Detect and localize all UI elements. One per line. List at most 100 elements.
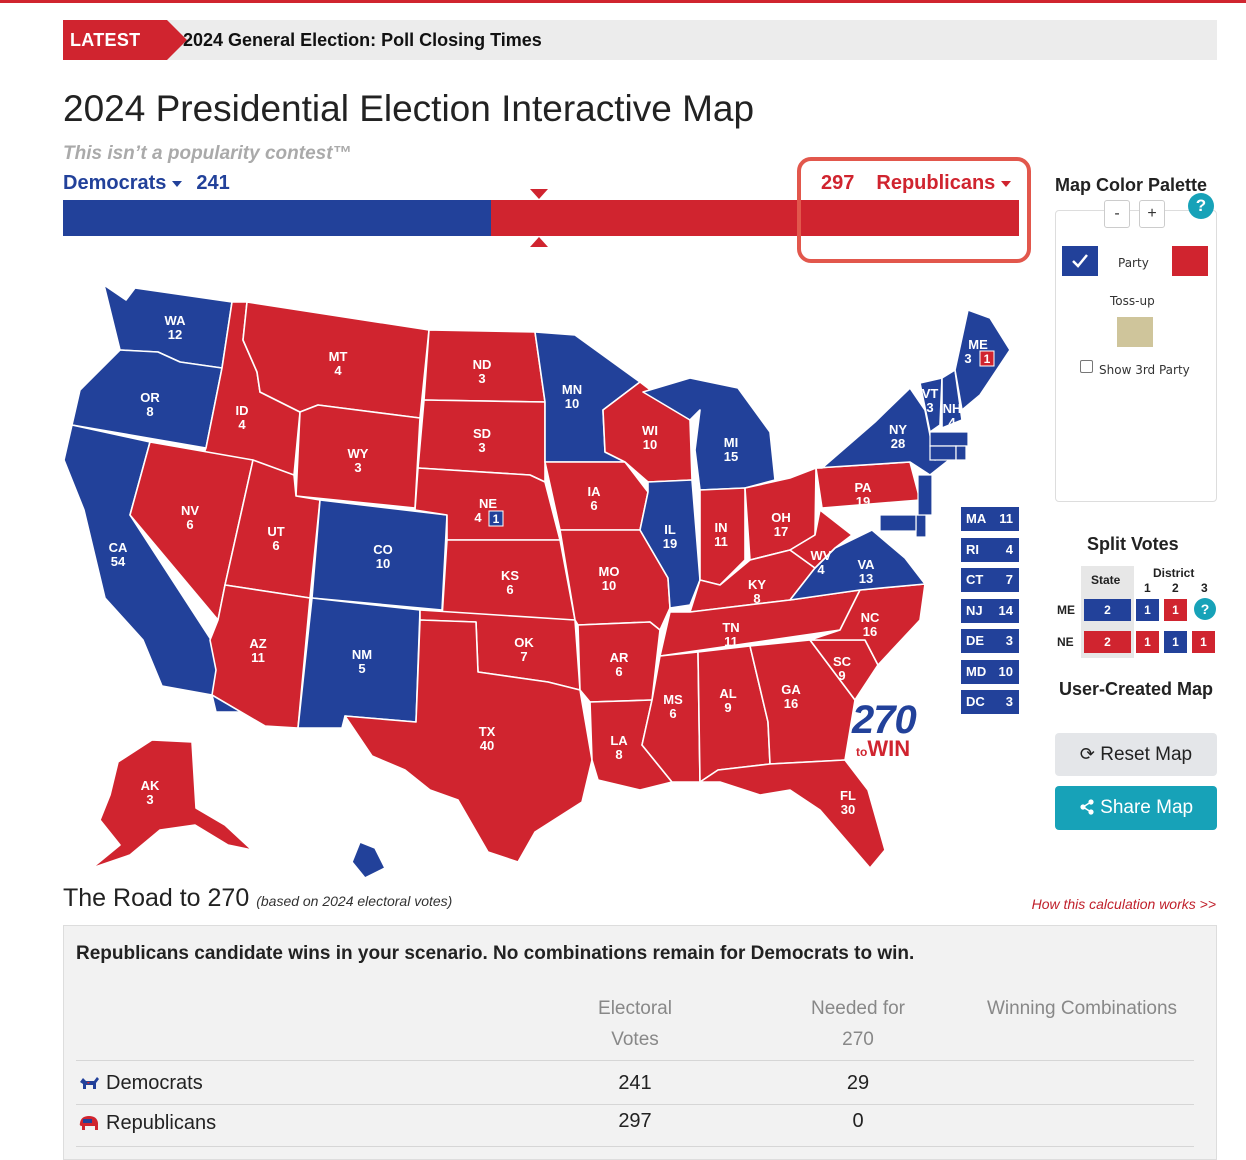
split-district-votes[interactable]: 1 xyxy=(1136,599,1159,621)
270-marker-bottom xyxy=(530,237,548,247)
state-AK[interactable] xyxy=(91,739,253,869)
small-state-RI[interactable]: RI 4 xyxy=(961,537,1019,562)
republicans-dropdown[interactable]: 297 Republicans xyxy=(821,172,1012,195)
latest-headline-link[interactable]: 2024 General Election: Poll Closing Time… xyxy=(183,30,542,50)
state-IL[interactable] xyxy=(639,479,701,609)
donkey-icon xyxy=(80,1077,99,1089)
reset-map-label: Reset Map xyxy=(1100,744,1193,765)
democrats-dropdown[interactable]: Democrats 241 xyxy=(63,172,230,195)
checkmark-icon xyxy=(1072,254,1088,268)
state-label-OK: OK xyxy=(514,635,534,650)
small-state-ev: 3 xyxy=(1005,694,1013,709)
calculation-info-link[interactable]: How this calculation works >> xyxy=(1031,896,1216,912)
state-label-CA: CA xyxy=(109,540,128,555)
district-header: District xyxy=(1153,566,1195,580)
state-label-MS: MS xyxy=(663,692,683,707)
state-ev-FL: 30 xyxy=(841,802,855,817)
palette-title: Map Color Palette xyxy=(1055,175,1208,195)
small-state-DE[interactable]: DE 3 xyxy=(961,629,1019,653)
state-VT[interactable] xyxy=(919,377,943,433)
help-icon[interactable]: ? xyxy=(1188,193,1214,219)
electoral-vote-bar xyxy=(63,200,1019,236)
electoral-votes-header: Electoral Votes xyxy=(575,993,695,1055)
state-TX[interactable] xyxy=(344,619,593,863)
state-HI[interactable] xyxy=(351,841,386,879)
split-district-votes[interactable]: 1 xyxy=(1164,631,1187,653)
tagline: This isn’t a popularity contest™ xyxy=(63,143,352,164)
split-district-votes[interactable]: 1 xyxy=(1164,599,1187,621)
share-map-button[interactable]: Share Map xyxy=(1055,786,1217,830)
road-subtitle: (based on 2024 electoral votes) xyxy=(256,893,453,909)
latest-banner[interactable]: LATEST 2024 General Election: Poll Closi… xyxy=(63,20,1217,60)
small-state-NJ[interactable]: NJ 14 xyxy=(961,598,1019,623)
state-ev-AL: 9 xyxy=(724,700,731,715)
state-DE[interactable] xyxy=(915,514,927,538)
270towin-logo: 270 toWIN xyxy=(852,700,922,761)
state-ev-KY: 8 xyxy=(753,591,760,606)
state-label-LA: LA xyxy=(610,733,628,748)
road-to-270-title: The Road to 270 (based on 2024 electoral… xyxy=(63,884,452,913)
zoom-out-button[interactable]: - xyxy=(1104,200,1130,228)
state-label-AK: AK xyxy=(141,778,160,793)
republican-swatch[interactable] xyxy=(1172,246,1208,276)
refresh-icon: ⟳ xyxy=(1079,744,1095,764)
state-ev-ND: 3 xyxy=(478,371,485,386)
state-RI[interactable] xyxy=(955,445,967,461)
state-label-NH: NH xyxy=(943,401,962,416)
state-MD[interactable] xyxy=(879,514,917,532)
third-party-checkbox[interactable] xyxy=(1080,360,1093,373)
270-marker-top xyxy=(530,189,548,199)
state-label-ID: ID xyxy=(236,403,249,418)
tossup-swatch[interactable] xyxy=(1117,317,1153,347)
state-FL[interactable] xyxy=(699,759,886,869)
state-label-NY: NY xyxy=(889,422,907,437)
split-votes-help-icon[interactable]: ? xyxy=(1194,598,1216,620)
latest-tag: LATEST xyxy=(63,20,167,60)
small-state-DC[interactable]: DC 3 xyxy=(961,690,1019,714)
split-state-votes[interactable]: 2 xyxy=(1084,599,1131,621)
split-district-votes[interactable]: 1 xyxy=(1136,631,1159,653)
state-ev-OR: 8 xyxy=(146,404,153,419)
state-ev-VA: 13 xyxy=(859,571,873,586)
state-ev-GA: 16 xyxy=(784,696,798,711)
split-state-label: ME xyxy=(1057,603,1075,617)
state-label-WI: WI xyxy=(642,423,658,438)
top-accent-line xyxy=(0,0,1246,3)
split-district-votes[interactable]: 1 xyxy=(1192,631,1215,653)
state-CT[interactable] xyxy=(929,445,957,461)
small-state-ev: 10 xyxy=(998,663,1013,679)
state-label-MT: MT xyxy=(329,349,348,364)
democrats-bar-segment xyxy=(63,200,492,236)
state-WV[interactable] xyxy=(789,509,853,569)
state-MA[interactable] xyxy=(929,431,969,447)
header-line: Votes xyxy=(611,1029,659,1050)
state-ev-IA: 6 xyxy=(590,498,597,513)
zoom-in-button[interactable]: + xyxy=(1139,200,1165,228)
democrat-swatch[interactable] xyxy=(1062,246,1098,276)
small-state-abbr: CT xyxy=(966,572,984,587)
chevron-down-icon xyxy=(172,180,183,187)
state-IN[interactable] xyxy=(699,487,746,586)
share-icon xyxy=(1080,799,1094,815)
split-state-votes[interactable]: 2 xyxy=(1084,631,1131,653)
republicans-label: Republicans xyxy=(876,172,996,194)
state-ev-NC: 16 xyxy=(863,624,877,639)
state-label-WV: WV xyxy=(811,548,832,563)
state-NJ[interactable] xyxy=(917,474,933,516)
state-AZ[interactable] xyxy=(209,584,311,729)
state-ev-AR: 6 xyxy=(615,664,622,679)
logo-to: to xyxy=(856,745,868,759)
reset-map-button[interactable]: ⟳ Reset Map xyxy=(1055,733,1217,776)
small-state-CT[interactable]: CT 7 xyxy=(961,568,1019,592)
state-ev-KS: 6 xyxy=(506,582,513,597)
me-district-badge xyxy=(979,350,995,367)
democrats-needed: 29 xyxy=(846,1072,870,1094)
district-number: 3 xyxy=(1201,581,1208,595)
small-state-MD[interactable]: MD 10 xyxy=(961,659,1019,684)
small-state-MA[interactable]: MA 11 xyxy=(961,507,1019,531)
table-divider xyxy=(76,1104,1194,1105)
ne-district-badge-value: 1 xyxy=(493,512,500,526)
state-WY[interactable] xyxy=(295,404,421,509)
district-number: 1 xyxy=(1144,581,1151,595)
